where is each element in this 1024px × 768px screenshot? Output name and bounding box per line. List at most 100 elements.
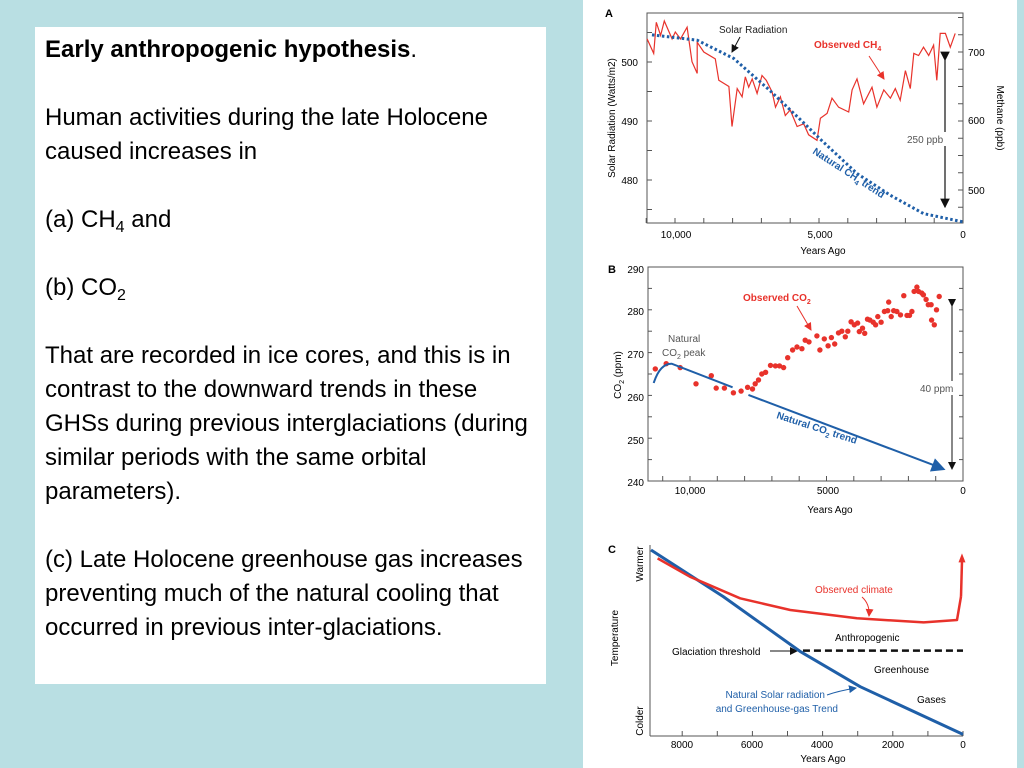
anthropogenic-label: Anthropogenic xyxy=(835,633,900,644)
panel-b: B 290 280 270 260 250 240 10,000 5000 0 … xyxy=(608,264,966,516)
y-tick-label: 250 xyxy=(627,436,644,447)
observed-co2-point xyxy=(780,364,787,371)
observed-co2-point xyxy=(767,362,774,369)
panel-c-letter: C xyxy=(608,544,616,556)
item-b: (b) CO2 xyxy=(45,271,536,305)
observed-co2-point xyxy=(928,317,935,323)
observed-co2-point xyxy=(933,307,940,313)
slide-title-line: Early anthropogenic hypothesis. xyxy=(45,33,536,67)
natural-trend-label-1: Natural Solar radiation xyxy=(726,690,826,701)
panel-a-frame xyxy=(646,12,964,224)
panel-b-marks xyxy=(648,284,964,481)
solar-radiation-label: Solar Radiation xyxy=(719,25,787,36)
natural-co2-peak-curve xyxy=(652,362,733,389)
observed-co2-point xyxy=(923,296,929,303)
x-tick-label: 8000 xyxy=(671,740,694,751)
observed-climate-label: Observed climate xyxy=(815,585,893,596)
observed-co2-point xyxy=(911,288,917,295)
y-tick-label: 240 xyxy=(627,478,644,489)
natural-ch4-trend-label: Natural CH4 trend xyxy=(809,146,886,202)
observed-co2-point xyxy=(839,328,845,334)
range-label-bg xyxy=(905,132,950,146)
y-tick-label: 500 xyxy=(621,58,638,69)
solar-arrow xyxy=(731,36,741,53)
observed-co2-point xyxy=(789,347,796,353)
x-tick-label: 10,000 xyxy=(675,486,706,497)
observed-co2-point xyxy=(909,308,915,315)
observed-co2-point xyxy=(749,386,756,392)
greenhouse-label: Greenhouse xyxy=(874,665,929,676)
x-tick-label: 2000 xyxy=(882,740,905,751)
range-label: 250 ppb xyxy=(907,135,944,146)
observed-co2-point xyxy=(875,313,881,320)
observed-co2-point xyxy=(806,339,812,345)
observed-co2-point xyxy=(931,322,937,328)
x-tick-label: 5000 xyxy=(817,486,840,497)
observed-co2-point xyxy=(817,347,823,353)
y-axis-label: Solar Radiation (Watts/m2) xyxy=(607,58,618,178)
warmer-label: Warmer xyxy=(635,546,646,582)
observed-co2-point xyxy=(886,299,892,305)
observed-co2-point xyxy=(794,344,800,350)
panel-a-letter: A xyxy=(605,8,613,20)
solar-radiation-dotted-line xyxy=(651,33,964,224)
natural-trend-arrow xyxy=(826,685,857,696)
observed-co2-point xyxy=(920,292,927,298)
x-tick-label: 0 xyxy=(960,486,966,497)
y-right-tick-label: 700 xyxy=(968,48,985,59)
observed-ch4-line xyxy=(646,19,956,142)
item-a: (a) CH4 and xyxy=(45,203,536,237)
observed-co2-point xyxy=(936,293,942,300)
item-b-subscript: 2 xyxy=(117,287,126,304)
observed-co2-point xyxy=(854,320,861,326)
colder-label: Colder xyxy=(635,706,646,736)
observed-co2-point xyxy=(776,363,783,369)
item-b-text: (b) CO xyxy=(45,274,117,301)
natural-co2-trend-line xyxy=(748,394,936,467)
observed-co2-point xyxy=(652,366,658,372)
y-tick-label: 260 xyxy=(627,393,644,404)
x-tick-label: 0 xyxy=(960,740,966,751)
observed-co2-point xyxy=(906,312,913,319)
observed-co2-point xyxy=(928,302,934,308)
panel-a-marks xyxy=(645,17,964,224)
observed-ch4-label: Observed CH4 xyxy=(814,40,881,53)
observed-co2-point xyxy=(785,355,791,361)
range-label: 40 ppm xyxy=(920,384,953,395)
paragraph-late-holocene: (c) Late Holocene greenhouse gas increas… xyxy=(45,546,523,641)
item-a-suffix: and xyxy=(124,206,172,233)
y-tick-label: 270 xyxy=(627,350,644,361)
y-axis-label: Temperature xyxy=(610,609,621,666)
observed-co2-point xyxy=(914,284,920,290)
item-a-subscript: 4 xyxy=(115,219,125,236)
y-tick-label: 480 xyxy=(621,176,638,187)
observed-co2-label: Observed CO2 xyxy=(743,293,811,306)
observed-co2-point xyxy=(713,385,719,391)
observed-co2-point xyxy=(825,343,831,349)
observed-co2-point xyxy=(693,381,699,387)
gases-label: Gases xyxy=(917,695,946,706)
panel-a: A 500 490 480 700 600 500 10,000 5,000 0… xyxy=(605,8,1005,257)
observed-co2-point xyxy=(821,336,827,342)
natural-co2-trend-label: Natural CO2 trend xyxy=(774,410,858,448)
panel-c-marks xyxy=(650,548,966,736)
y-tick-label: 280 xyxy=(627,307,644,318)
x-tick-label: 0 xyxy=(960,230,966,241)
x-axis-label: Years Ago xyxy=(800,246,846,257)
observed-co2-point xyxy=(721,385,728,391)
observed-co2-point xyxy=(894,308,900,315)
observed-co2-point xyxy=(897,312,904,318)
range-label-bg xyxy=(918,381,956,395)
observed-co2-point xyxy=(772,363,779,369)
observed-co2-point xyxy=(878,319,884,325)
observed-co2-point xyxy=(856,328,862,335)
natural-peak-label-2: CO2 peak xyxy=(662,348,706,361)
observed-co2-point xyxy=(814,333,820,339)
observed-ch4-arrow xyxy=(868,55,885,80)
observed-co2-point xyxy=(888,313,894,320)
panel-c: C Warmer Colder Temperature 8000 6000 40… xyxy=(608,544,966,765)
observed-climate-uptick xyxy=(959,561,964,597)
observed-co2-point xyxy=(828,334,835,341)
observed-co2-arrow xyxy=(796,305,812,331)
y-right-axis-label: Methane (ppb) xyxy=(994,85,1005,150)
